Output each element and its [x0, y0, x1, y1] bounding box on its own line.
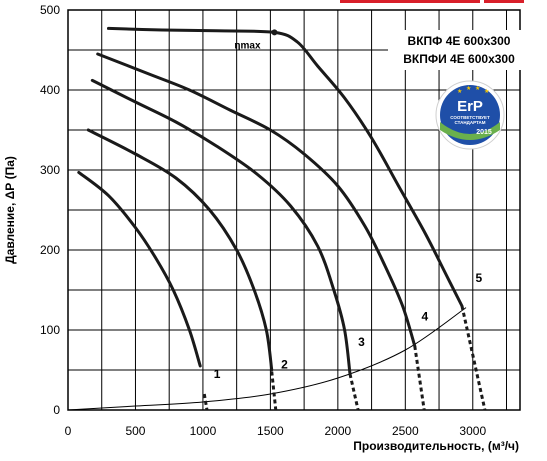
star-icon: ★ — [484, 88, 489, 95]
fan-curve-dashed-3 — [348, 373, 360, 411]
x-tick-label: 2500 — [392, 424, 419, 438]
x-tick-label: 2000 — [324, 424, 351, 438]
tick-labels: 0 500 1000 1500 2000 2500 3000 0 100 200 300 400 500 — [40, 3, 486, 438]
badge-circle — [440, 85, 500, 145]
fan-curve-dashed-4 — [413, 345, 426, 411]
fan-curve-2 — [86, 128, 274, 372]
curve-label-4: 4 — [422, 309, 429, 323]
model-name-1: ВКПФ 4Е 600x300 — [408, 34, 511, 48]
fan-curve-dashed-1 — [202, 393, 209, 411]
badge-line-1: СООТВЕТСТВУЕТ — [450, 115, 490, 120]
y-tick-label: 300 — [40, 163, 60, 177]
fan-curves — [77, 26, 487, 411]
y-tick-label: 100 — [40, 323, 60, 337]
curve-label-1: 1 — [214, 367, 221, 381]
badge-logo: ErP — [457, 98, 483, 115]
y-tick-label: 0 — [53, 403, 60, 417]
top-red-bar-2 — [484, 0, 524, 3]
curve-label-5: 5 — [475, 271, 482, 285]
badge-line-2: СТАНДАРТАМ — [455, 120, 486, 125]
y-tick-label: 500 — [40, 3, 60, 17]
system-curve-line — [67, 307, 467, 411]
model-name-2: ВКПФИ 4Е 600x300 — [403, 52, 515, 66]
x-tick-label: 0 — [65, 424, 72, 438]
star-icon: ★ — [475, 85, 480, 92]
top-red-bar — [340, 0, 480, 3]
plot-border — [67, 9, 521, 411]
system-resistance-curve — [67, 307, 467, 411]
eta-max-label: ηmax — [234, 40, 261, 51]
fan-curve-dashed-5 — [460, 305, 487, 411]
fan-curve-4 — [96, 52, 417, 348]
curve-labels: 1 2 3 4 5 — [214, 271, 483, 381]
badge-swoosh — [440, 122, 500, 140]
fan-curve-5 — [106, 26, 464, 308]
fan-curve-dashed-2 — [270, 371, 278, 411]
erp-badge: ★ ★ ★ ★ ErP СООТВЕТСТВУЕТ СТАНДАРТАМ 201… — [435, 80, 505, 150]
fan-curve-3 — [90, 78, 352, 376]
y-tick-label: 200 — [40, 243, 60, 257]
curve-label-3: 3 — [358, 335, 365, 349]
fan-curve-1 — [77, 170, 202, 368]
x-tick-label: 1000 — [190, 424, 217, 438]
x-tick-label: 1500 — [257, 424, 284, 438]
x-axis-title: Производительность, (м³/ч) — [353, 439, 519, 453]
star-icon: ★ — [466, 85, 471, 92]
x-tick-label: 3000 — [459, 424, 486, 438]
model-box — [388, 30, 530, 70]
x-tick-label: 500 — [125, 424, 145, 438]
eta-max-point — [271, 29, 278, 36]
star-icon: ★ — [457, 88, 462, 95]
y-axis-title: Давление, ΔР (Па) — [3, 156, 17, 264]
curve-label-2: 2 — [281, 357, 288, 371]
badge-year: 2015 — [476, 129, 492, 136]
y-tick-label: 400 — [40, 83, 60, 97]
plot-frame — [67, 9, 521, 411]
